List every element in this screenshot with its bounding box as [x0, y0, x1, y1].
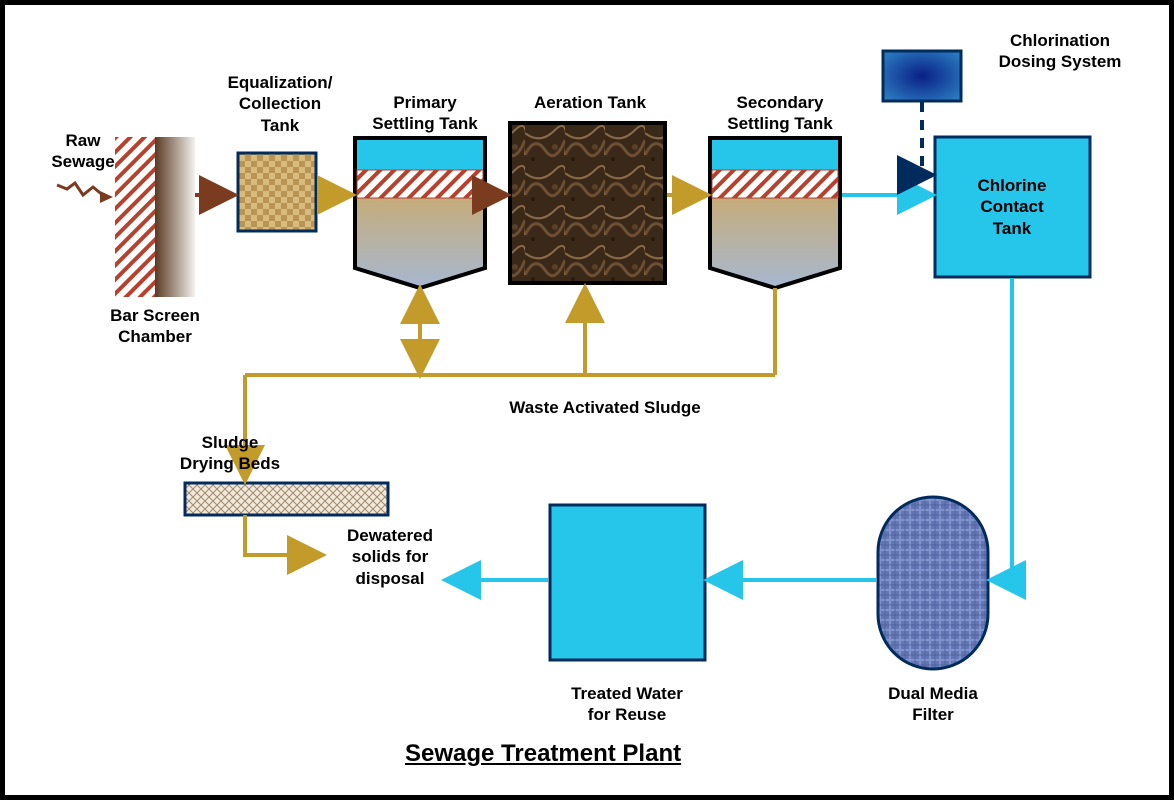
label-drying_beds: SludgeDrying Beds	[180, 432, 280, 475]
label-secondary: SecondarySettling Tank	[727, 92, 832, 135]
label-chlorine_tank: ChlorineContactTank	[978, 175, 1047, 239]
label-equalization: Equalization/CollectionTank	[228, 72, 333, 136]
label-primary: PrimarySettling Tank	[372, 92, 477, 135]
diagram-canvas: RawSewage Bar ScreenChamber Equalization/C…	[0, 0, 1174, 800]
label-aeration: Aeration Tank	[534, 92, 646, 113]
label-treated: Treated Waterfor Reuse	[571, 683, 683, 726]
diagram-title: Sewage Treatment Plant	[405, 740, 681, 768]
label-filter: Dual MediaFilter	[888, 683, 978, 726]
label-bar_screen: Bar ScreenChamber	[110, 305, 200, 348]
label-was_label: Waste Activated Sludge	[509, 397, 700, 418]
label-dosing: ChlorinationDosing System	[999, 30, 1122, 73]
label-raw_sewage: RawSewage	[51, 130, 114, 173]
label-dewatered: Dewateredsolids fordisposal	[347, 525, 433, 589]
